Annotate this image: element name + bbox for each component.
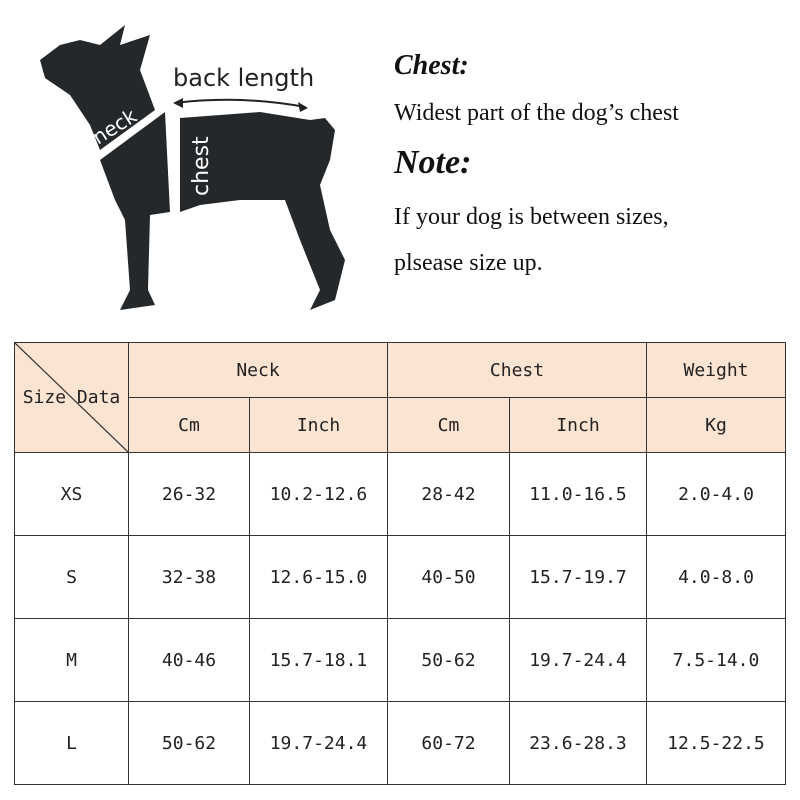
unit-header: Inch (249, 397, 388, 453)
table-row: L 50-62 19.7-24.4 60-72 23.6-28.3 12.5-22.5 (14, 701, 786, 785)
table-cell: 26-32 (128, 452, 250, 536)
size-cell: M (14, 618, 129, 702)
corner-label: Size Data (22, 387, 121, 408)
table-cell: 10.2-12.6 (249, 452, 388, 536)
table-cell: 4.0-8.0 (646, 535, 786, 619)
unit-header: Inch (509, 397, 647, 453)
size-cell: L (14, 701, 129, 785)
corner-cell: Size Data (14, 342, 129, 453)
table-cell: 40-50 (387, 535, 510, 619)
table-row: XS 26-32 10.2-12.6 28-42 11.0-16.5 2.0-4.0 (14, 452, 786, 536)
table-cell: 23.6-28.3 (509, 701, 647, 785)
table-cell: 50-62 (128, 701, 250, 785)
table-cell: 32-38 (128, 535, 250, 619)
size-cell: XS (14, 452, 129, 536)
size-table: Size Data Neck Chest Weight Cm Inch Cm I… (14, 342, 786, 785)
back-length-label: back length (173, 64, 314, 92)
dog-measurement-diagram: back length neck chest (40, 25, 345, 310)
size-cell: S (14, 535, 129, 619)
table-cell: 2.0-4.0 (646, 452, 786, 536)
table-cell: 40-46 (128, 618, 250, 702)
group-header-neck: Neck (128, 342, 388, 398)
dog-front (100, 112, 170, 310)
unit-header: Kg (646, 397, 786, 453)
chest-description: Widest part of the dog’s chest (394, 100, 679, 126)
table-cell: 11.0-16.5 (509, 452, 647, 536)
table-cell: 50-62 (387, 618, 510, 702)
table-cell: 7.5-14.0 (646, 618, 786, 702)
back-length-arrow (174, 98, 306, 108)
arrow-head-right (298, 102, 308, 112)
arrow-head-left (173, 98, 183, 108)
note-heading: Note: (394, 144, 472, 181)
chest-heading: Chest: (394, 50, 469, 81)
table-cell: 28-42 (387, 452, 510, 536)
table-cell: 12.6-15.0 (249, 535, 388, 619)
table-cell: 15.7-18.1 (249, 618, 388, 702)
table-row: S 32-38 12.6-15.0 40-50 15.7-19.7 4.0-8.0 (14, 535, 786, 619)
note-line-1: If your dog is between sizes, (394, 204, 669, 230)
dog-head (40, 25, 155, 150)
table-cell: 19.7-24.4 (249, 701, 388, 785)
chest-label: chest (189, 136, 214, 196)
table-cell: 19.7-24.4 (509, 618, 647, 702)
dog-body (180, 112, 345, 310)
group-header-chest: Chest (387, 342, 647, 398)
table-cell: 15.7-19.7 (509, 535, 647, 619)
note-line-2: plsease size up. (394, 250, 543, 276)
unit-header: Cm (387, 397, 510, 453)
group-header-weight: Weight (646, 342, 786, 398)
table-row: M 40-46 15.7-18.1 50-62 19.7-24.4 7.5-14.0 (14, 618, 786, 702)
unit-header: Cm (128, 397, 250, 453)
table-cell: 12.5-22.5 (646, 701, 786, 785)
table-cell: 60-72 (387, 701, 510, 785)
